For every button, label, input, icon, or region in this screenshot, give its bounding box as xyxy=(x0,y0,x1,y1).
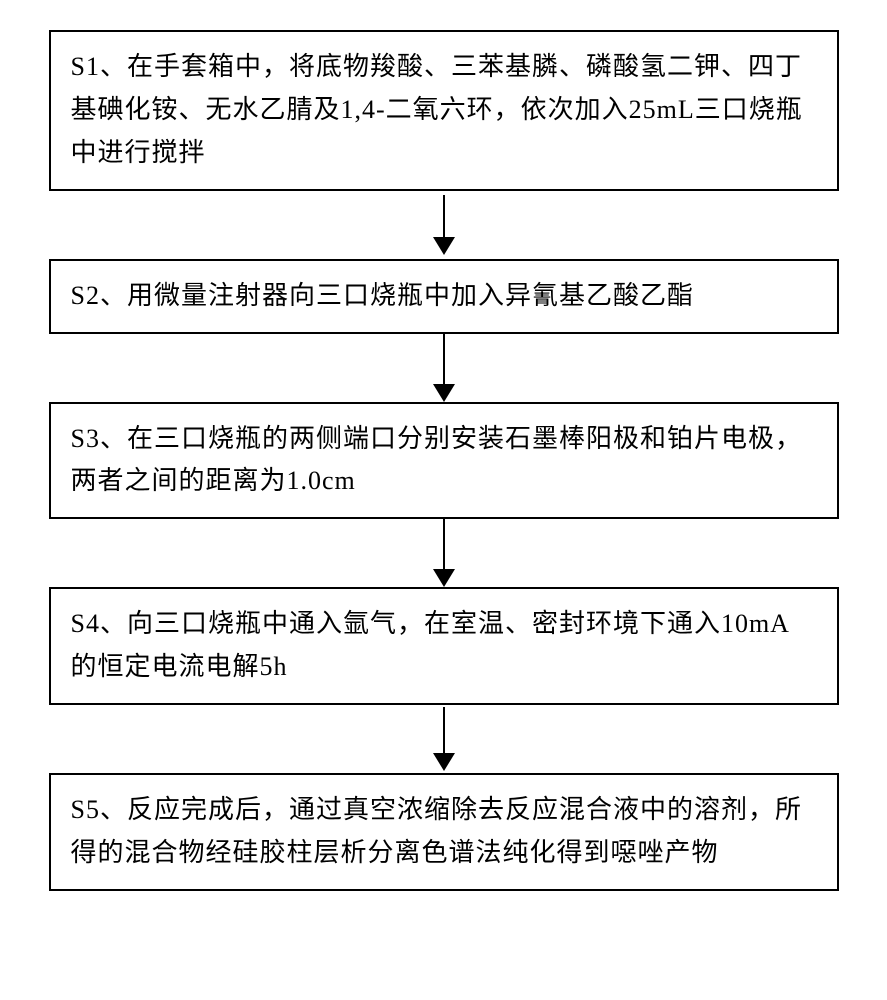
arrow-s2-s3 xyxy=(433,334,455,402)
arrow-line xyxy=(443,334,445,384)
step-box-s5: S5、反应完成后，通过真空浓缩除去反应混合液中的溶剂，所得的混合物经硅胶柱层析分… xyxy=(49,773,839,891)
arrow-line xyxy=(443,707,445,753)
flowchart-container: S1、在手套箱中，将底物羧酸、三苯基膦、磷酸氢二钾、四丁基碘化铵、无水乙腈及1,… xyxy=(40,30,847,891)
arrow-s4-s5 xyxy=(433,705,455,773)
step-box-s4: S4、向三口烧瓶中通入氩气，在室温、密封环境下通入10mA的恒定电流电解5h xyxy=(49,587,839,705)
step-box-s3: S3、在三口烧瓶的两侧端口分别安装石墨棒阳极和铂片电极，两者之间的距离为1.0c… xyxy=(49,402,839,520)
step-text: S4、向三口烧瓶中通入氩气，在室温、密封环境下通入10mA的恒定电流电解5h xyxy=(71,609,790,681)
arrow-line xyxy=(443,519,445,569)
arrow-s1-s2 xyxy=(433,191,455,259)
step-text: S5、反应完成后，通过真空浓缩除去反应混合液中的溶剂，所得的混合物经硅胶柱层析分… xyxy=(71,795,802,867)
arrow-head-icon xyxy=(433,569,455,587)
step-text: S2、用微量注射器向三口烧瓶中加入异氰基乙酸乙酯 xyxy=(71,281,694,310)
arrow-head-icon xyxy=(433,753,455,771)
step-text: S3、在三口烧瓶的两侧端口分别安装石墨棒阳极和铂片电极，两者之间的距离为1.0c… xyxy=(71,424,802,496)
arrow-s3-s4 xyxy=(433,519,455,587)
step-box-s2: S2、用微量注射器向三口烧瓶中加入异氰基乙酸乙酯 xyxy=(49,259,839,334)
arrow-head-icon xyxy=(433,384,455,402)
arrow-head-icon xyxy=(433,237,455,255)
arrow-line xyxy=(443,195,445,237)
step-box-s1: S1、在手套箱中，将底物羧酸、三苯基膦、磷酸氢二钾、四丁基碘化铵、无水乙腈及1,… xyxy=(49,30,839,191)
step-text: S1、在手套箱中，将底物羧酸、三苯基膦、磷酸氢二钾、四丁基碘化铵、无水乙腈及1,… xyxy=(71,52,803,167)
